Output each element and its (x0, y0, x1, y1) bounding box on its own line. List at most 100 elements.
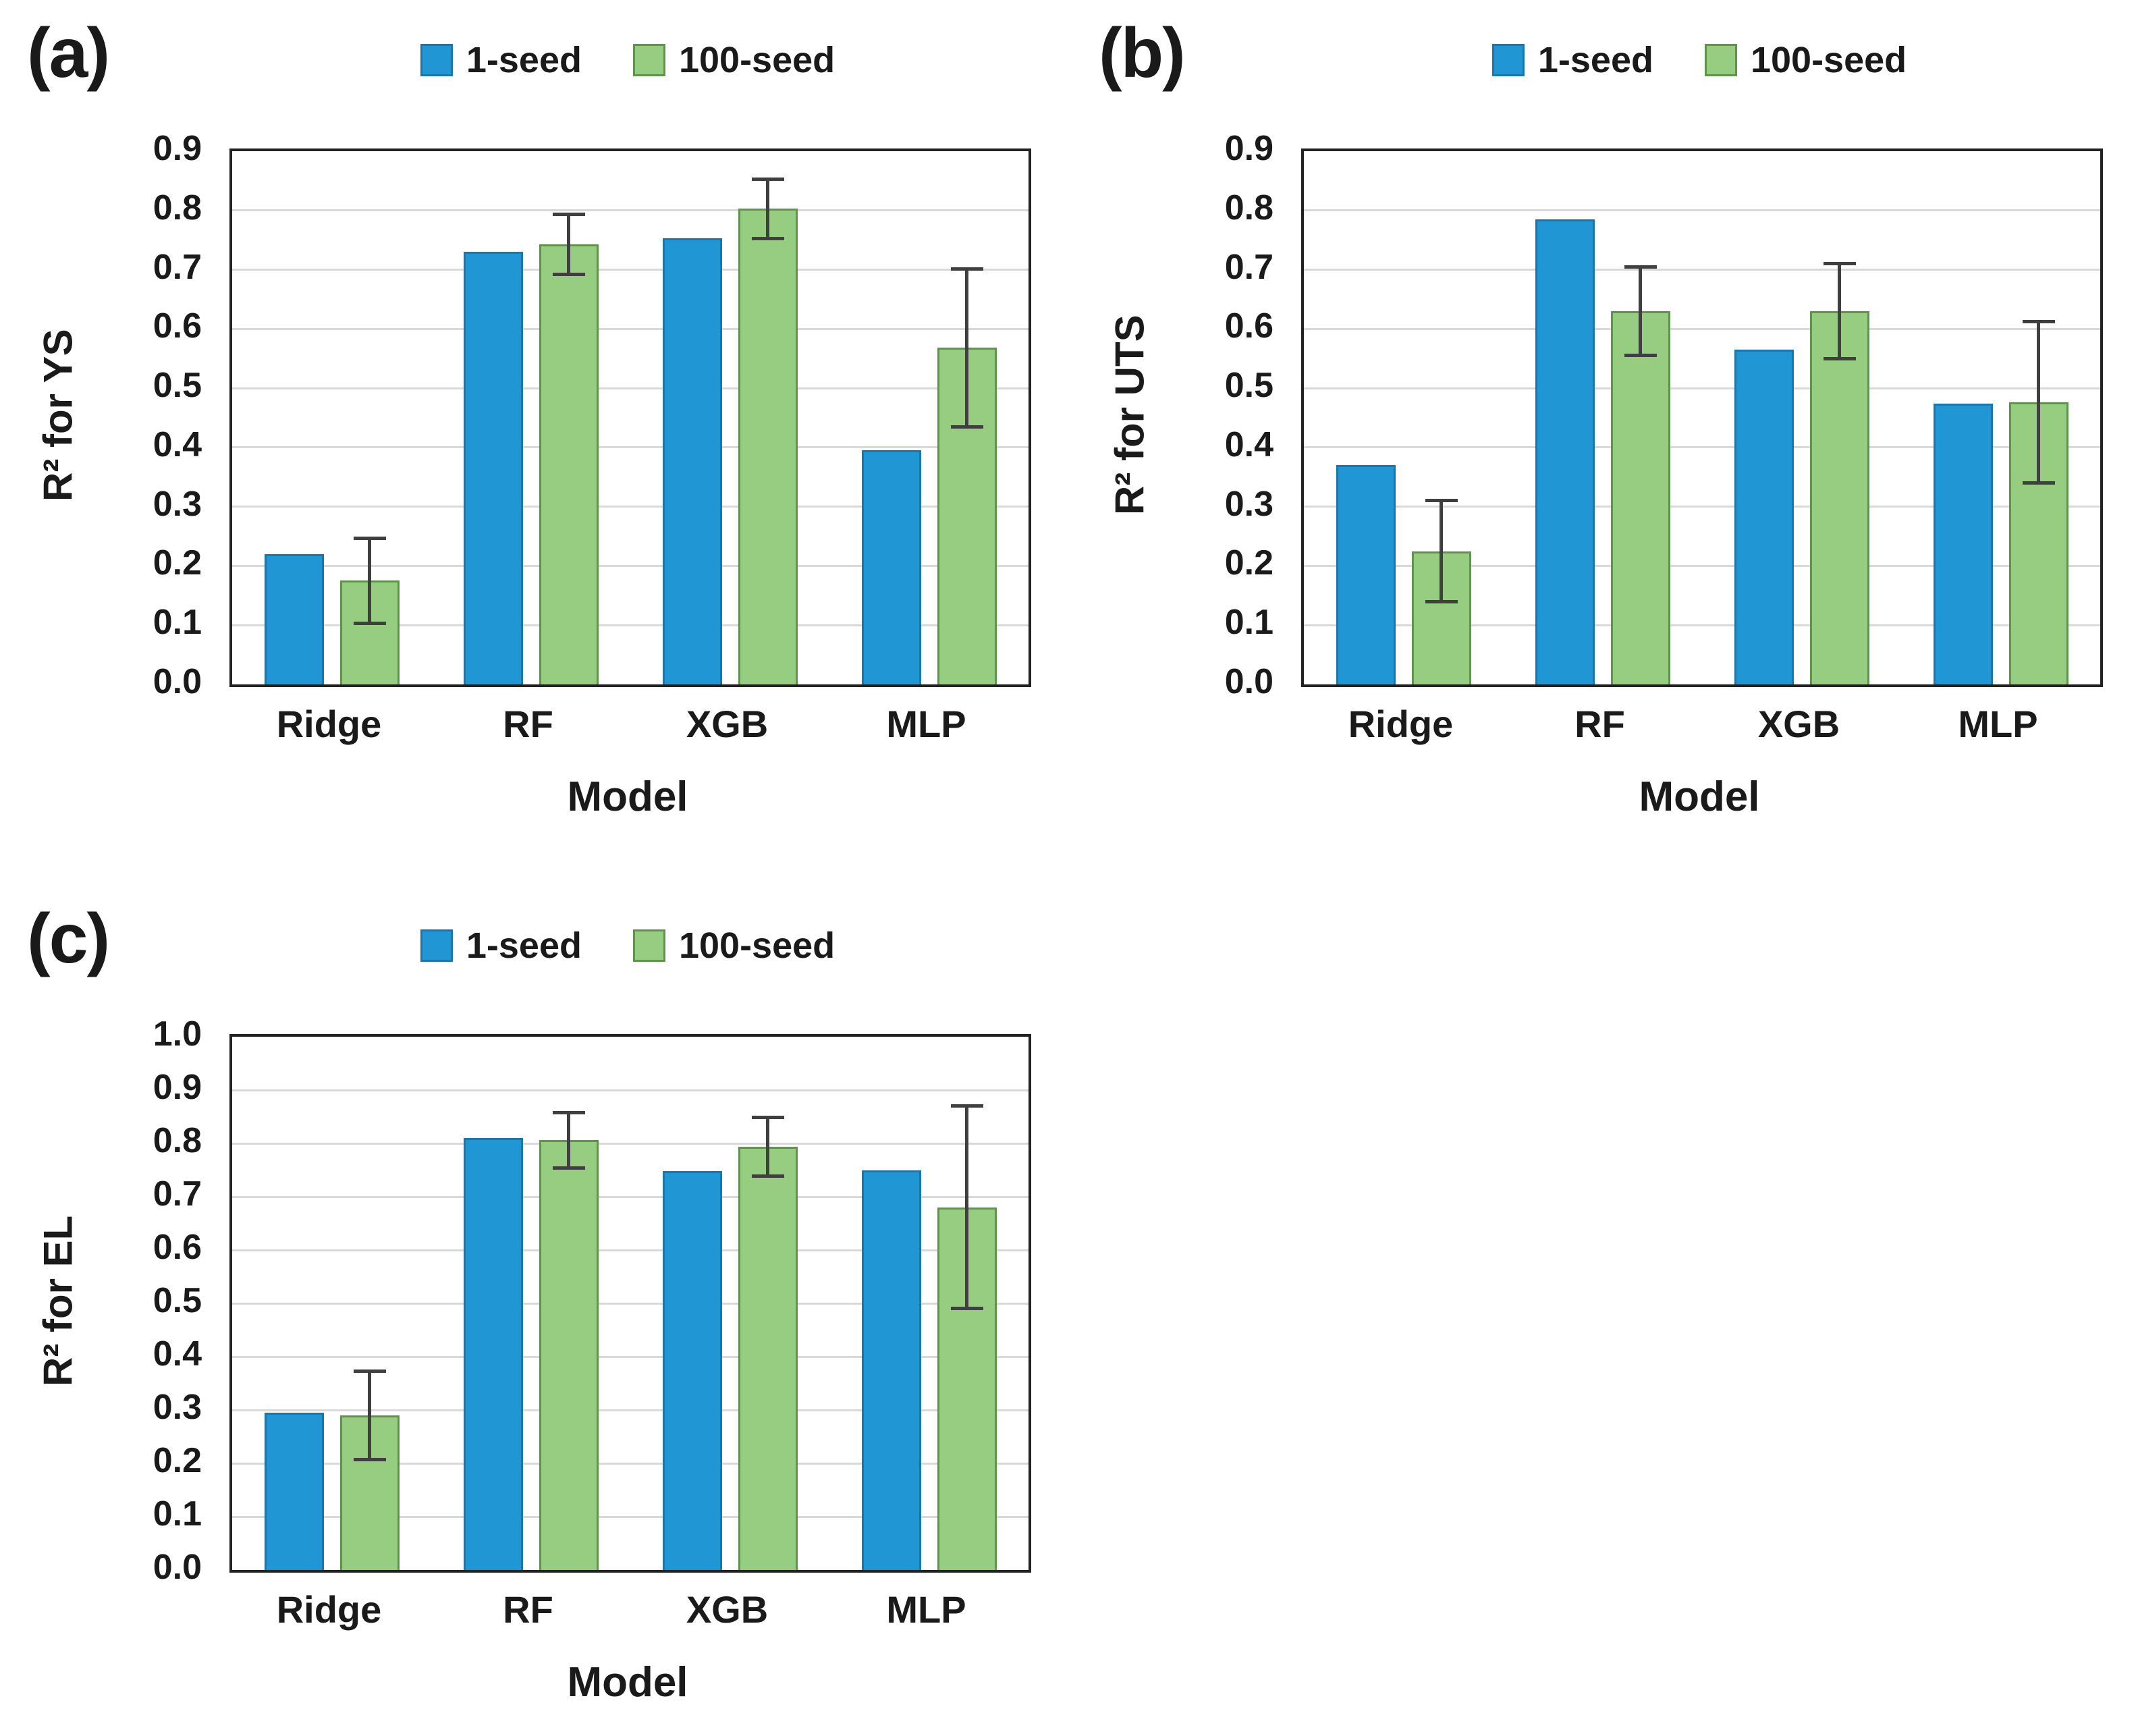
gridline (1304, 209, 2100, 212)
bar-100-seed-XGB (738, 209, 798, 684)
legend-label: 100-seed (678, 925, 835, 966)
x-tick-label-MLP: MLP (886, 703, 966, 745)
legend-label: 1-seed (466, 925, 582, 966)
error-bar-cap (2022, 320, 2055, 324)
gridline (1304, 269, 2100, 271)
legend-c: 1-seed 100-seed (229, 925, 1026, 967)
gridline (232, 446, 1029, 449)
legend-item-1-seed: 1-seed (420, 39, 582, 81)
error-bar-cap (353, 536, 386, 540)
bar-100-seed-RF (539, 1140, 599, 1570)
bar-100-seed-XGB (738, 1146, 798, 1570)
bar-1-seed-XGB (662, 1171, 722, 1570)
y-tick-label: 0.1 (153, 603, 202, 643)
y-tick-label: 0.3 (1224, 484, 1273, 524)
gridline (232, 209, 1029, 212)
y-tick-label: 0.8 (153, 188, 202, 227)
y-tick-label: 0.4 (153, 425, 202, 464)
y-tick-label: 0.9 (153, 1068, 202, 1107)
error-bar-MLP (965, 269, 968, 427)
y-tick-label: 0.3 (153, 484, 202, 524)
error-bar-cap (751, 1115, 784, 1119)
x-axis-ticks-a: Ridge RF XGB MLP (229, 702, 1026, 746)
legend-item-100-seed: 100-seed (632, 925, 835, 967)
legend-item-1-seed: 1-seed (420, 925, 582, 967)
legend-label: 100-seed (678, 40, 835, 80)
bar-1-seed-Ridge (264, 553, 324, 684)
y-tick-label: 0.4 (153, 1334, 202, 1374)
error-bar-cap (353, 1369, 386, 1373)
y-tick-label: 0.8 (153, 1121, 202, 1160)
chart-panel-a: (a) 1-seed 100-seed R² for YS 0.9 0.8 0.7 0.… (27, 7, 1066, 850)
legend-label: 100-seed (1750, 40, 1907, 80)
bar-1-seed-XGB (662, 238, 722, 684)
bar-1-seed-XGB (1734, 350, 1794, 684)
error-bar-Ridge (368, 538, 371, 624)
gridline (232, 327, 1029, 330)
error-bar-cap (552, 212, 585, 216)
bar-1-seed-MLP (861, 1170, 921, 1570)
bar-1-seed-RF (463, 252, 523, 684)
y-tick-label: 0.0 (153, 662, 202, 701)
gridline (1304, 564, 2100, 567)
panel-label-b: (b) (1099, 14, 1186, 92)
error-bar-XGB (1838, 263, 1841, 359)
gridline (232, 1142, 1029, 1145)
gridline (232, 269, 1029, 271)
legend-swatch-icon (632, 929, 665, 962)
error-bar-cap (552, 273, 585, 277)
chart-panel-b: (b) 1-seed 100-seed R² for UTS 0.9 0.8 0.7 0… (1099, 7, 2138, 850)
legend-label: 1-seed (466, 40, 582, 80)
plot-area-b (1301, 148, 2103, 687)
error-bar-cap (353, 622, 386, 626)
y-tick-label: 0.4 (1224, 425, 1273, 464)
legend-item-1-seed: 1-seed (1491, 39, 1653, 81)
y-axis-title-b: R² for UTS (1107, 315, 1153, 516)
y-tick-label: 0.5 (153, 1281, 202, 1320)
y-tick-label: 1.0 (153, 1014, 202, 1054)
x-tick-label-RF: RF (503, 1588, 553, 1631)
plot-area-c (229, 1034, 1031, 1573)
legend-b: 1-seed 100-seed (1301, 39, 2098, 81)
x-tick-label-Ridge: Ridge (276, 1588, 382, 1631)
error-bar-XGB (766, 1117, 769, 1176)
legend-label: 1-seed (1537, 40, 1653, 80)
error-bar-cap (950, 1307, 983, 1311)
x-axis-ticks-b: Ridge RF XGB MLP (1301, 702, 2098, 746)
bar-1-seed-RF (1535, 219, 1595, 684)
bar-1-seed-RF (463, 1138, 523, 1570)
x-axis-ticks-c: Ridge RF XGB MLP (229, 1588, 1026, 1631)
gridline (232, 624, 1029, 626)
y-tick-label: 0.6 (153, 1228, 202, 1267)
panel-label-c: (c) (27, 900, 110, 978)
y-tick-label: 0.3 (153, 1388, 202, 1427)
error-bar-cap (552, 1166, 585, 1170)
error-bar-Ridge (368, 1371, 371, 1460)
gridline (232, 1249, 1029, 1251)
error-bar-XGB (766, 179, 769, 239)
error-bar-RF (567, 1112, 570, 1168)
y-tick-label: 0.5 (153, 366, 202, 406)
error-bar-cap (751, 1174, 784, 1178)
y-tick-label: 0.2 (153, 543, 202, 583)
bar-1-seed-Ridge (1336, 465, 1396, 684)
y-tick-label: 0.7 (153, 1174, 202, 1214)
x-tick-label-Ridge: Ridge (1348, 703, 1454, 745)
y-tick-label: 0.8 (1224, 188, 1273, 227)
error-bar-MLP (2037, 321, 2040, 483)
y-tick-label: 0.2 (1224, 543, 1273, 583)
gridline (1304, 327, 2100, 330)
legend-swatch-icon (420, 929, 453, 962)
gridline (232, 1302, 1029, 1305)
error-bar-cap (950, 1104, 983, 1108)
error-bar-cap (950, 425, 983, 429)
y-tick-label: 0.0 (153, 1548, 202, 1587)
gridline (232, 1462, 1029, 1465)
gridline (1304, 387, 2100, 389)
error-bar-cap (2022, 481, 2055, 485)
y-tick-label: 0.9 (153, 129, 202, 168)
y-axis-ticks-a: 0.9 0.8 0.7 0.6 0.5 0.4 0.3 0.2 0.1 0.0 (89, 129, 221, 701)
error-bar-cap (1624, 265, 1657, 269)
y-tick-label: 0.1 (1224, 603, 1273, 643)
x-tick-label-XGB: XGB (686, 1588, 769, 1631)
